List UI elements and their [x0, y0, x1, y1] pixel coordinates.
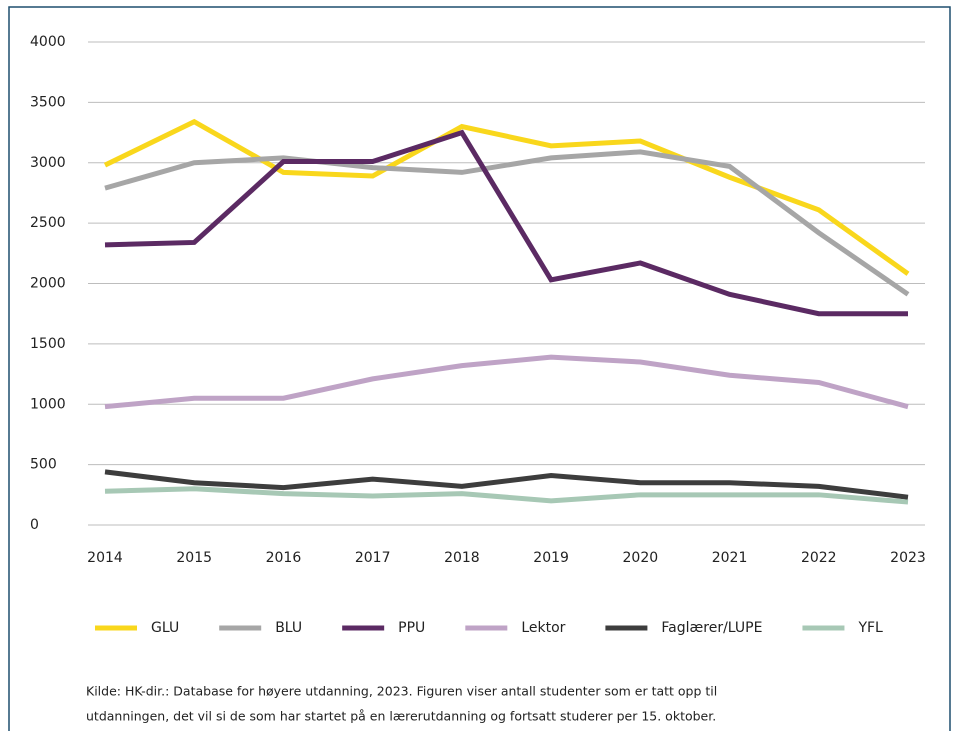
x-tick-label: 2020	[623, 550, 659, 566]
x-tick-label: 2015	[176, 550, 212, 566]
y-tick-label: 1000	[30, 396, 66, 412]
series-line	[104, 354, 909, 410]
y-tick-label: 2000	[30, 276, 66, 292]
y-tick-label: 3500	[30, 94, 66, 110]
x-tick-label: 2022	[801, 550, 837, 566]
x-tick-label: 2017	[355, 550, 391, 566]
series-line	[104, 469, 909, 500]
y-tick-label: 1500	[30, 336, 66, 352]
x-tick-label: 2018	[444, 550, 480, 566]
series-line	[104, 149, 910, 297]
series-line	[104, 486, 909, 505]
source-line: Kilde: HK-dir.: Database for høyere utda…	[86, 684, 717, 699]
series-line	[104, 129, 908, 317]
frame	[8, 6, 951, 731]
y-tick-label: 2500	[30, 215, 66, 231]
y-tick-label: 500	[30, 457, 57, 473]
x-tick-label: 2019	[533, 550, 569, 566]
x-tick-label: 2016	[266, 550, 302, 566]
legend-label: GLU	[151, 620, 179, 636]
x-tick-label: 2014	[87, 550, 123, 566]
y-tick-label: 4000	[30, 34, 66, 50]
y-tick-label: 0	[30, 517, 39, 533]
legend-label: YFL	[857, 620, 883, 636]
legend-label: PPU	[398, 620, 425, 636]
source-line: utdanningen, det vil si de som har start…	[86, 709, 716, 724]
series-line	[103, 118, 910, 276]
x-tick-label: 2021	[712, 550, 748, 566]
y-tick-label: 3000	[30, 155, 66, 171]
legend-label: BLU	[275, 620, 302, 636]
legend-label: Lektor	[521, 620, 565, 636]
x-tick-label: 2023	[890, 550, 926, 566]
legend-label: Faglærer/LUPE	[661, 620, 762, 636]
